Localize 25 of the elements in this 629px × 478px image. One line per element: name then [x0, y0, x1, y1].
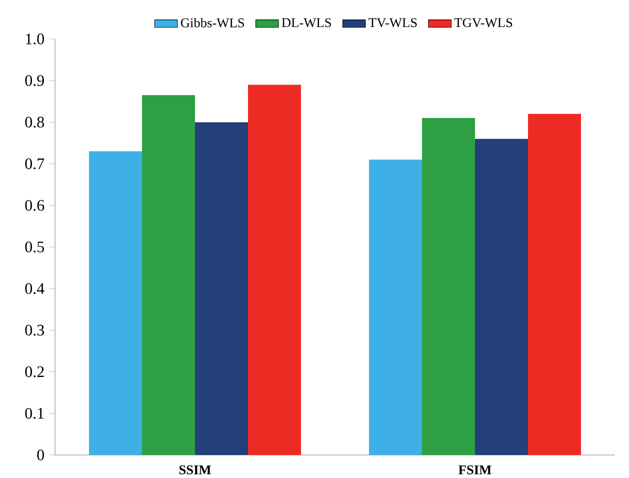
legend-label: DL-WLS — [282, 18, 331, 28]
bar — [142, 95, 195, 455]
y-tick-label: 0.9 — [25, 75, 44, 86]
y-tick-label: 0.3 — [25, 324, 44, 336]
legend-label: Gibbs-WLS — [180, 18, 244, 28]
y-tick-label: 0.8 — [25, 116, 44, 128]
bar — [195, 122, 248, 455]
x-tick-label: SSIM — [179, 465, 211, 474]
y-tick-label: 0.1 — [25, 408, 44, 419]
y-tick-label: 0 — [37, 450, 44, 460]
bar — [369, 160, 422, 455]
bar — [248, 84, 302, 455]
legend-label: TV-WLS — [368, 18, 417, 28]
y-tick-label: 0.5 — [25, 242, 44, 252]
legend-label: TGV-WLS — [454, 18, 512, 28]
y-tick-label: 0.6 — [25, 200, 44, 211]
bar — [474, 138, 528, 455]
bar — [422, 118, 475, 455]
y-tick-label: 0.7 — [25, 158, 44, 170]
bar — [89, 151, 142, 455]
y-tick-label: 1.0 — [26, 34, 44, 44]
y-tick-label: 0.2 — [25, 366, 44, 378]
x-tick-label: FSIM — [458, 465, 492, 474]
bar — [528, 114, 581, 455]
y-tick-label: 0.4 — [25, 283, 44, 294]
